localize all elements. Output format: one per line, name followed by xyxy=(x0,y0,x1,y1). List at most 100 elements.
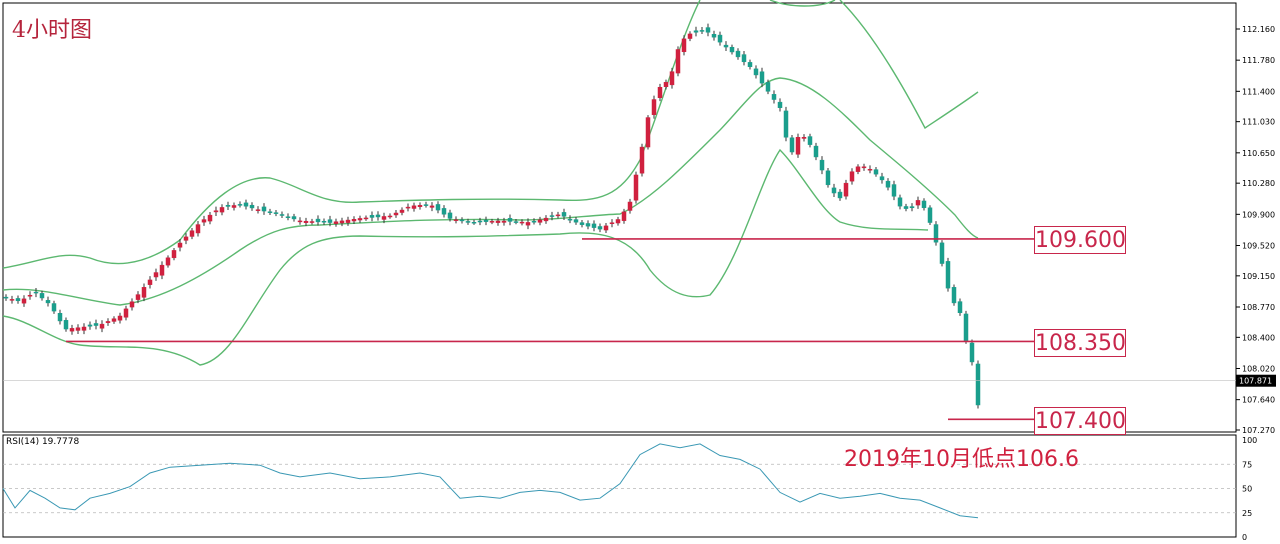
candle-body xyxy=(639,146,645,174)
candle-body xyxy=(105,321,111,323)
candle-body xyxy=(381,216,387,220)
price-tick-label: 108.020 xyxy=(1242,364,1275,373)
candle-body xyxy=(513,221,519,223)
price-tick-label: 108.770 xyxy=(1242,303,1275,312)
candle-body xyxy=(471,221,477,224)
candle-body xyxy=(831,187,837,194)
rsi-tick-label: 50 xyxy=(1242,485,1252,494)
candle-body xyxy=(675,49,681,74)
candle-body xyxy=(483,219,489,222)
current-price-label: 107.871 xyxy=(1239,377,1272,386)
candle-body xyxy=(297,220,303,223)
price-tick-label: 111.780 xyxy=(1242,56,1275,65)
candle-body xyxy=(825,170,831,186)
candle-body xyxy=(135,294,141,300)
rsi-line xyxy=(2,443,979,519)
candle-body xyxy=(579,222,585,225)
price-tick-label: 107.270 xyxy=(1242,426,1275,435)
candle-body xyxy=(909,206,915,209)
candle-body xyxy=(9,299,15,301)
candle-body xyxy=(663,82,669,88)
candle-body xyxy=(165,257,171,266)
price-tick-label: 108.400 xyxy=(1242,333,1275,342)
price-tick-label: 110.650 xyxy=(1242,149,1275,158)
candle-body xyxy=(753,68,759,76)
candle-body xyxy=(321,220,327,223)
candle-body xyxy=(477,220,483,223)
candle-body xyxy=(741,54,747,63)
candle-body xyxy=(519,221,525,224)
candle-body xyxy=(975,363,981,406)
candle-body xyxy=(951,287,957,304)
candle-body xyxy=(747,62,753,67)
price-tick-label: 110.280 xyxy=(1242,179,1275,188)
candle-body xyxy=(291,216,297,220)
candle-body xyxy=(585,223,591,227)
candle-body xyxy=(15,298,21,302)
candle-body xyxy=(39,293,45,299)
price-tick-label: 112.160 xyxy=(1242,25,1275,34)
candle-body xyxy=(711,34,717,38)
candle-body xyxy=(57,313,63,322)
level-label-108350: 108.350 xyxy=(1034,329,1126,357)
candle-body xyxy=(327,219,333,223)
candle-body xyxy=(183,236,189,241)
candle-body xyxy=(159,264,165,276)
candle-body xyxy=(873,169,879,175)
current-price-box xyxy=(1236,374,1276,387)
candle-body xyxy=(621,211,627,221)
candle-body xyxy=(525,222,531,226)
candle-body xyxy=(3,296,9,299)
candle-body xyxy=(807,136,813,145)
candle-body xyxy=(81,326,87,331)
candle-body xyxy=(219,207,225,213)
candle-body xyxy=(561,212,567,217)
candle-body xyxy=(429,205,435,208)
rsi-panel-frame xyxy=(2,434,1237,538)
candle-body xyxy=(795,136,801,155)
candle-body xyxy=(633,174,639,201)
rsi-tick-label: 100 xyxy=(1242,436,1257,445)
candle-body xyxy=(813,145,819,158)
candle-body xyxy=(789,137,795,153)
candle-body xyxy=(957,301,963,313)
candle-body xyxy=(195,224,201,234)
candle-body xyxy=(537,219,543,223)
candle-body xyxy=(549,215,555,217)
candle-body xyxy=(657,86,663,98)
price-panel-frame xyxy=(2,2,1237,433)
candle-body xyxy=(699,30,705,32)
candle-body xyxy=(207,214,213,222)
candle-body xyxy=(285,216,291,218)
candle-body xyxy=(783,110,789,138)
candle-body xyxy=(939,242,945,264)
candle-body xyxy=(333,221,339,224)
candle-body xyxy=(927,207,933,223)
candle-body xyxy=(309,221,315,223)
candle-body xyxy=(63,320,69,330)
price-tick-label: 111.400 xyxy=(1242,87,1275,96)
candle-body xyxy=(453,219,459,221)
candle-body xyxy=(243,202,249,207)
candle-body xyxy=(765,82,771,92)
candle-body xyxy=(651,99,657,115)
candle-body xyxy=(75,327,81,331)
candle-body xyxy=(261,206,267,212)
candle-body xyxy=(411,205,417,209)
candle-body xyxy=(897,197,903,207)
candle-body xyxy=(771,94,777,100)
candle-body xyxy=(123,308,129,318)
candle-body xyxy=(177,242,183,248)
candle-body xyxy=(843,182,849,197)
candle-body xyxy=(141,287,147,298)
price-tick-label: 109.520 xyxy=(1242,241,1275,250)
candle-body xyxy=(111,318,117,322)
candle-body xyxy=(153,272,159,278)
candle-body xyxy=(465,221,471,223)
candle-body xyxy=(777,101,783,108)
candle-body xyxy=(249,204,255,209)
candle-body xyxy=(531,221,537,223)
price-tick-label: 109.900 xyxy=(1242,210,1275,219)
candle-body xyxy=(267,211,273,213)
